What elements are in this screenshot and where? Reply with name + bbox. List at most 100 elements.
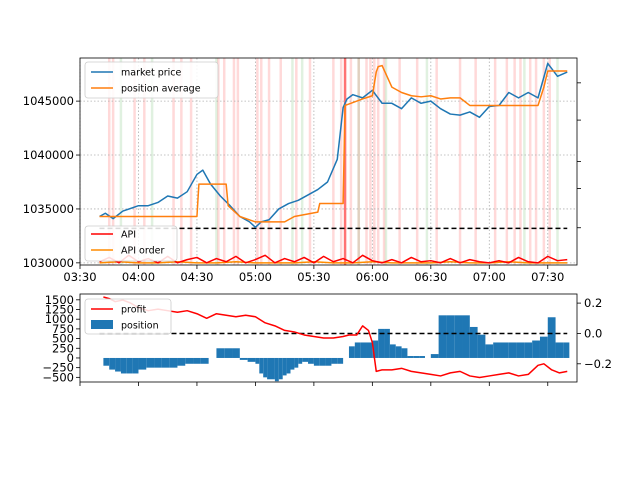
position-bar <box>348 346 355 358</box>
position-bar <box>485 344 494 358</box>
position-bar <box>120 357 127 374</box>
position-bar <box>325 357 332 366</box>
x-tick-label: 04:00 <box>122 270 155 284</box>
position-bar <box>446 315 455 358</box>
position-bar <box>224 348 233 358</box>
legend-upper: market price position average <box>84 61 219 99</box>
legend-position-average-label: position average <box>121 84 201 95</box>
position-bar <box>313 357 320 366</box>
bottom-y-tick-label: 1500 <box>45 293 74 307</box>
x-tick-label: 03:30 <box>63 270 96 284</box>
bottom-right-tick-label: 0.2 <box>584 296 602 310</box>
position-bar <box>103 357 110 366</box>
position-bar <box>239 357 248 360</box>
x-tick-label: 05:00 <box>239 270 272 284</box>
legend-bottom: profit position <box>84 298 172 335</box>
bottom-y-tick-label: 1000 <box>45 312 74 326</box>
position-bar <box>532 340 540 358</box>
top-y-ticks: 1030000 1035000 1040000 1045000 <box>23 94 80 270</box>
top-right-ticks <box>577 82 581 229</box>
position-bar <box>308 357 314 364</box>
position-bar <box>413 356 420 358</box>
x-tick-label: 05:30 <box>297 270 330 284</box>
position-bar <box>354 342 361 358</box>
position-bar <box>290 357 295 370</box>
position-bar <box>274 357 279 382</box>
series-line-market-price <box>99 62 568 229</box>
y-tick-label: 1030000 <box>23 256 74 270</box>
position-bar <box>547 317 556 358</box>
position-bar <box>177 357 186 366</box>
position-bar <box>389 344 396 358</box>
top-series <box>99 62 568 264</box>
y-tick-label: 1045000 <box>23 94 74 108</box>
position-bar <box>454 315 463 358</box>
position-bar <box>132 357 139 374</box>
bottom-axes-frame <box>79 293 578 383</box>
position-bar <box>360 342 367 358</box>
position-bar <box>337 357 344 364</box>
position-bar <box>462 315 470 358</box>
bottom-right-y-ticks: −0.2 0.0 0.2 <box>577 296 612 371</box>
position-bar <box>216 348 225 358</box>
x-tick-label: 07:00 <box>473 270 506 284</box>
position-bar <box>286 357 291 374</box>
position-bar <box>267 357 272 380</box>
position-bar <box>282 357 287 376</box>
position-bar <box>430 354 439 358</box>
position-bar <box>200 357 209 364</box>
position-bar <box>555 342 564 358</box>
position-bar <box>524 342 533 358</box>
position-bar <box>302 357 309 362</box>
position-bar <box>378 328 385 358</box>
bottom-y-tick-label: 250 <box>52 341 74 355</box>
position-bar <box>298 357 303 364</box>
x-tick-label: 06:30 <box>414 270 447 284</box>
position-bar <box>500 342 509 358</box>
bottom-right-tick-label: −0.2 <box>584 357 612 371</box>
y-tick-label: 1035000 <box>23 202 74 216</box>
legend-profit-label: profit <box>121 305 147 316</box>
position-bar <box>366 342 373 358</box>
y-tick-label: 1040000 <box>23 148 74 162</box>
legend-position-swatch <box>91 320 113 329</box>
bottom-y-tick-label: 750 <box>52 322 74 336</box>
position-bar <box>278 357 283 380</box>
position-bar <box>407 356 414 358</box>
position-bar <box>161 357 170 368</box>
top-x-ticks: 03:30 04:00 04:30 05:00 05:30 06:00 06:30 07:00… <box>63 265 564 284</box>
legend-api-order-label: API order <box>121 246 164 257</box>
position-bar <box>247 357 256 362</box>
series-line-API <box>99 254 568 264</box>
position-bar <box>263 357 268 378</box>
position-bar <box>109 357 116 370</box>
position-bar <box>169 357 178 368</box>
position-bar <box>372 340 379 358</box>
series-line-position-average <box>99 64 568 223</box>
legend-api-label: API <box>121 230 136 241</box>
x-tick-label: 04:30 <box>180 270 213 284</box>
series-line-profit <box>103 296 568 379</box>
position-bar <box>115 357 121 372</box>
position-bar <box>539 336 548 358</box>
position-bar <box>319 357 326 366</box>
position-bar <box>255 357 260 364</box>
position-bar <box>384 328 390 358</box>
position-bar <box>493 342 501 358</box>
position-bar <box>477 334 486 358</box>
x-tick-label: 07:30 <box>531 270 564 284</box>
position-bar <box>331 357 338 364</box>
top-panel: 1030000 1035000 1040000 1045000 03:30 04:00 0… <box>23 57 581 284</box>
position-bar <box>146 357 155 368</box>
legend-market-price-label: market price <box>121 68 182 79</box>
position-bar <box>395 346 402 358</box>
position-bar <box>138 357 147 370</box>
position-bar <box>419 356 425 358</box>
bottom-y-tick-label: 0 <box>67 351 74 365</box>
position-bar <box>508 342 517 358</box>
legend-upper-box <box>84 61 219 99</box>
position-bar <box>154 357 162 368</box>
